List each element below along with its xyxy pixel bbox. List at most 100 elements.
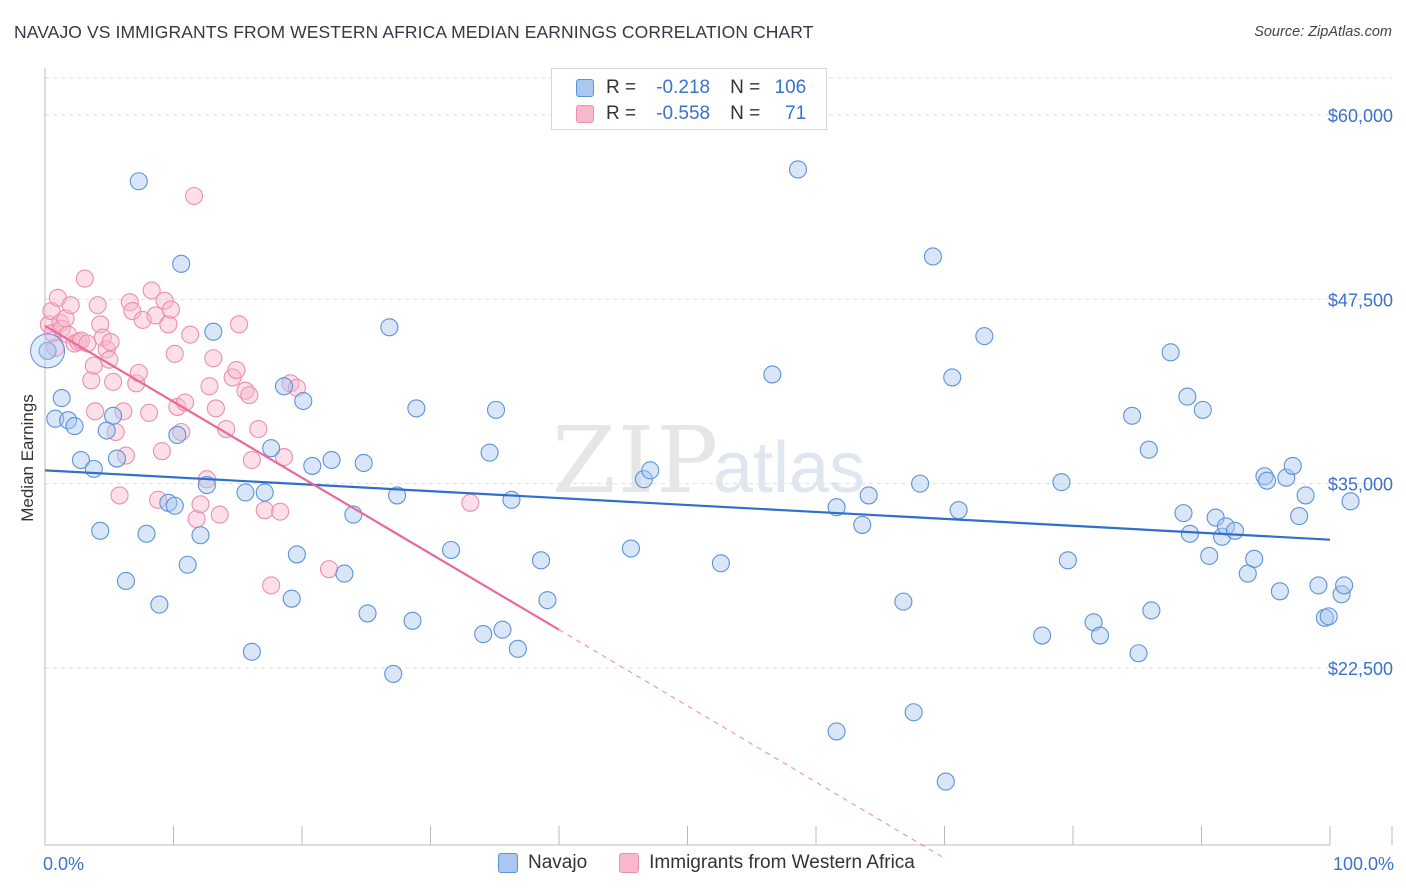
navajo-point: [936, 772, 955, 791]
immigrants-point: [229, 315, 249, 334]
navajo-point: [1178, 387, 1197, 406]
immigrants-point: [61, 296, 80, 315]
navajo-point: [480, 443, 499, 462]
navajo-point: [502, 490, 521, 509]
navajo-point: [1174, 504, 1193, 523]
navajo-point: [335, 564, 354, 583]
y-tick-label: $22,500: [1328, 659, 1393, 679]
navajo-point: [1033, 626, 1052, 645]
navajo-point: [1296, 486, 1315, 505]
immigrants-point: [155, 291, 174, 310]
x-tick-labels: 0.0% 100.0%: [43, 854, 1394, 874]
immigrants-legend-label: Immigrants from Western Africa: [649, 852, 915, 873]
navajo-point: [384, 664, 403, 683]
navajo-point: [116, 571, 136, 591]
legend-item-navajo: Navajo: [498, 852, 587, 874]
navajo-point: [137, 524, 156, 543]
navajo-point: [150, 595, 169, 614]
immigrants-point: [146, 306, 165, 325]
immigrants-point: [159, 315, 178, 334]
navajo-point: [107, 449, 127, 468]
navajo-swatch: [576, 79, 594, 97]
navajo-point: [242, 642, 261, 661]
navajo-point: [104, 406, 123, 425]
navajo-point: [711, 554, 730, 573]
immigrants-point: [75, 269, 94, 288]
y-tick-labels: $60,000 $47,500 $35,000 $22,500: [1328, 106, 1393, 679]
immigrants-n-label: N =: [730, 103, 761, 124]
navajo-point: [1245, 549, 1264, 568]
navajo-r-value: -0.218: [656, 77, 711, 98]
navajo-point: [1052, 473, 1071, 492]
navajo-point: [178, 555, 197, 574]
navajo-point: [1270, 582, 1289, 601]
navajo-point: [1341, 492, 1360, 511]
navajo-point: [508, 639, 527, 658]
y-tick-label: $47,500: [1328, 290, 1393, 310]
navajo-point: [949, 501, 968, 520]
navajo-point: [1090, 626, 1110, 645]
navajo-point: [1335, 576, 1354, 595]
navajo-point: [1129, 644, 1148, 663]
immigrants-point: [101, 332, 120, 352]
chart-title: NAVAJO VS IMMIGRANTS FROM WESTERN AFRICA…: [14, 22, 814, 42]
immigrants-point: [104, 372, 123, 391]
series-immigrants: [39, 186, 480, 595]
navajo-r-label: R =: [606, 77, 637, 98]
immigrants-point: [262, 576, 281, 595]
navajo-legend-swatch: [498, 853, 518, 873]
immigrants-point: [271, 502, 290, 521]
navajo-point: [538, 591, 557, 610]
navajo-point: [788, 160, 808, 179]
navajo-point: [52, 389, 71, 408]
immigrants-point: [78, 334, 97, 353]
immigrants-point: [149, 490, 168, 509]
immigrants-legend-swatch: [619, 853, 640, 873]
navajo-point: [1161, 343, 1180, 362]
navajo-point: [403, 611, 422, 630]
legend-row-immigrants: R = -0.558 N = 71: [576, 102, 806, 126]
immigrants-trend-line: [44, 324, 560, 631]
navajo-point: [1277, 468, 1296, 487]
immigrants-point: [227, 360, 246, 380]
x-tick-label: 0.0%: [43, 854, 84, 874]
navajo-point: [204, 322, 223, 341]
navajo-point: [274, 377, 294, 396]
navajo-point: [38, 341, 57, 360]
y-axis-label: Median Earnings: [18, 394, 37, 522]
navajo-n-label: N =: [730, 77, 761, 98]
navajo-point: [621, 539, 641, 558]
immigrants-point: [200, 377, 219, 396]
watermark-zip: ZIP: [552, 407, 720, 514]
navajo-point: [294, 391, 313, 411]
immigrants-point: [161, 300, 180, 319]
navajo-point: [165, 496, 184, 515]
immigrants-point: [249, 419, 268, 439]
y-tick-label: $35,000: [1328, 475, 1393, 495]
trend-lines: [44, 324, 1331, 859]
immigrants-trend-extension: [558, 629, 945, 859]
navajo-point: [262, 439, 281, 458]
series-legend: Navajo Immigrants from Western Africa: [498, 852, 947, 874]
immigrants-point: [84, 356, 103, 375]
immigrants-point: [206, 399, 225, 418]
navajo-point: [282, 589, 301, 608]
navajo-point: [1290, 507, 1309, 526]
navajo-point: [1309, 576, 1328, 595]
watermark: ZIP atlas: [552, 407, 865, 514]
navajo-point: [91, 521, 110, 540]
source-credit: Source: ZipAtlas.com: [1254, 24, 1392, 40]
navajo-point: [531, 551, 551, 570]
navajo-point: [911, 474, 930, 493]
navajo-point: [859, 486, 878, 505]
immigrants-r-label: R =: [606, 103, 637, 124]
navajo-point: [474, 625, 493, 644]
navajo-point: [827, 498, 846, 517]
immigrants-point: [181, 325, 200, 344]
immigrants-n-value: 71: [785, 103, 807, 124]
navajo-point: [1123, 406, 1142, 425]
navajo-point: [1257, 471, 1277, 490]
navajo-point: [486, 400, 506, 419]
immigrants-point: [240, 386, 259, 405]
navajo-point: [904, 703, 923, 722]
